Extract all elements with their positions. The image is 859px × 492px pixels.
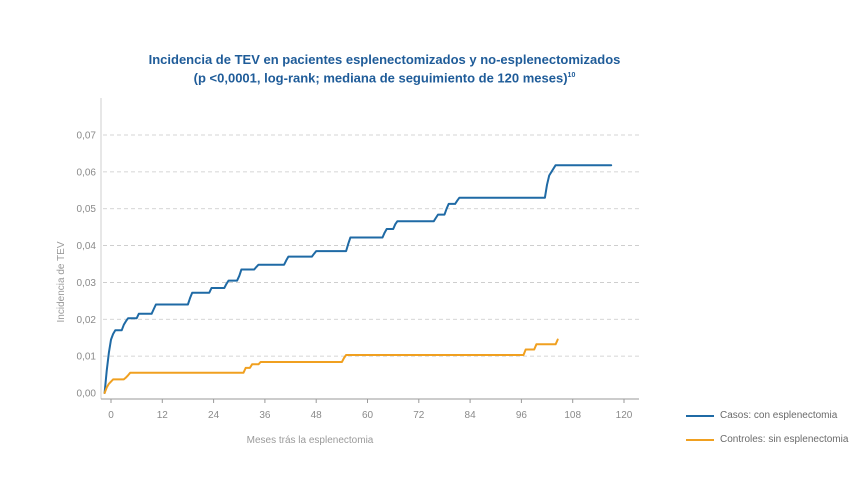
legend-item-controles: Controles: sin esplenectomia [686,434,856,445]
x-tick-label: 48 [311,410,323,421]
x-tick-label: 24 [208,410,220,421]
series-line-controles [103,338,559,394]
y-tick-label: 0,04 [77,241,97,252]
y-tick-labels: 0,00 0,01 0,02 0,03 0,04 0,05 0,06 0,07 [77,131,97,400]
x-axis-label: Meses trás la esplenectomia [247,435,374,446]
x-tick-label: 84 [465,410,477,421]
x-tick-label: 12 [157,410,169,421]
y-tick-label: 0,00 [77,389,97,400]
chart-title-line2: (p <0,0001, log-rank; mediana de seguimi… [0,68,769,86]
y-axis-label: Incidencia de TEV [56,241,67,322]
x-tick-label: 96 [516,410,528,421]
legend-swatch-casos [686,414,714,417]
x-tick-label: 72 [413,410,425,421]
x-tick-label: 36 [259,410,271,421]
gridlines [103,134,639,357]
x-tick-label: 60 [362,410,374,421]
y-tick-label: 0,02 [77,315,97,326]
y-tick-label: 0,06 [77,167,97,178]
chart-title-line1: Incidencia de TEV en pacientes esplenect… [148,52,621,67]
series-line-casos [103,164,613,394]
legend-label-casos: Casos: con esplenectomia [720,410,838,421]
x-tick-labels: 0 12 24 36 48 60 72 84 96 108 120 [108,399,633,421]
series-lines [103,164,613,394]
x-tick-label: 108 [564,410,581,421]
y-tick-label: 0,07 [77,131,97,142]
chart-title: Incidencia de TEV en pacientes esplenect… [0,52,769,86]
legend-label-controles: Controles: sin esplenectomia [720,434,849,445]
x-tick-label: 0 [108,410,114,421]
y-tick-label: 0,03 [77,278,97,289]
chart-title-reference: 10 [567,72,576,79]
x-tick-label: 120 [616,410,633,421]
axes [100,98,639,400]
legend-item-casos: Casos: con esplenectomia [686,410,856,421]
chart-title-line2-text: (p <0,0001, log-rank; mediana de seguimi… [193,70,568,86]
y-tick-label: 0,01 [77,352,97,363]
legend-swatch-controles [686,438,714,441]
y-tick-label: 0,05 [77,204,97,215]
